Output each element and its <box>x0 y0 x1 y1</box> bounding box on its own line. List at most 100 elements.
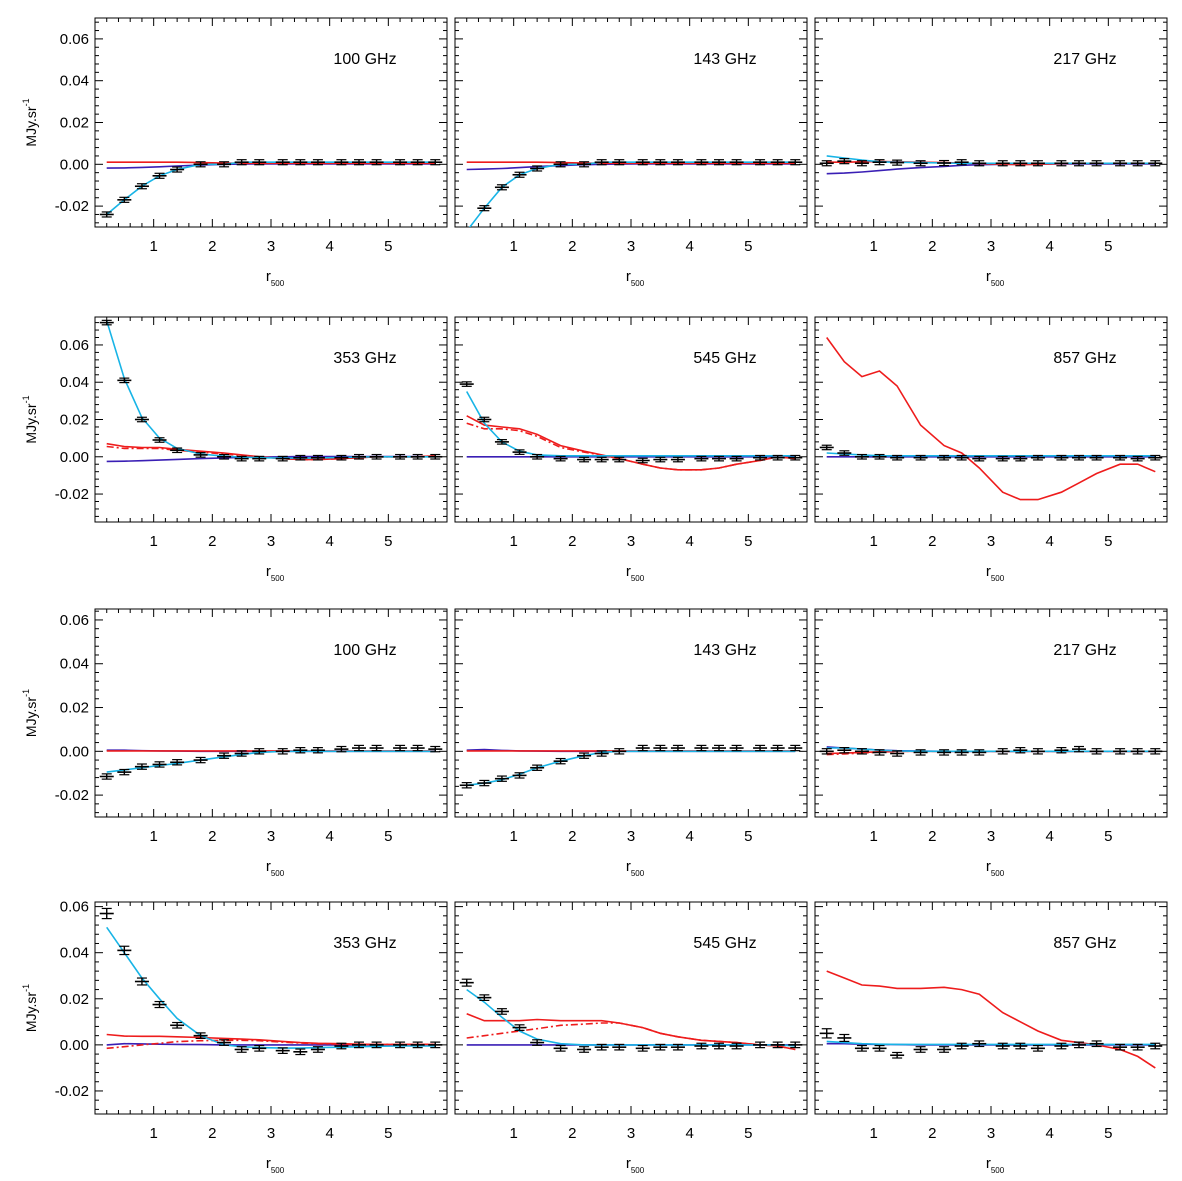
panel-1-x-tick-label: 1 <box>149 238 157 255</box>
panel-6-x-tick-label: 5 <box>1104 533 1112 550</box>
panel-6-x-tick-label: 3 <box>987 533 995 550</box>
panel-7-y-tick-label: 0.02 <box>60 700 89 717</box>
panel-4-x-tick-label: 2 <box>208 533 216 550</box>
panel-6-series-red <box>826 337 1156 501</box>
panel-1-plot-area <box>99 159 443 218</box>
panel-10-x-axis-label: r500 <box>266 1155 285 1175</box>
panel-11-series-total <box>466 988 796 1047</box>
panel-6-frequency-label: 857 GHz <box>1053 350 1116 367</box>
panel-10-x-axis-label-sub: 500 <box>271 1166 285 1175</box>
panel-1-y-tick-label: 0.02 <box>60 115 89 132</box>
panel-4-y-tick-label: 0.04 <box>60 374 89 391</box>
panel-4-x-tick-label: 4 <box>325 533 333 550</box>
panel-3-x-tick-label: 4 <box>1045 238 1053 255</box>
panel-11-x-tick-label: 1 <box>509 1125 517 1142</box>
panel-7-x-tick-label: 2 <box>208 828 216 845</box>
panel-12: 1 2 3 4 5 r500 857 GHz <box>814 901 1168 1175</box>
panel-4-x-tick-label: 5 <box>384 533 392 550</box>
panel-1-x-axis-label-sub: 500 <box>271 279 285 288</box>
panel-9-x-tick-label: 3 <box>987 828 995 845</box>
panel-6-x-tick-label: 4 <box>1045 533 1053 550</box>
panel-10-x-tick-label: 3 <box>267 1125 275 1142</box>
panel-4-x-tick-label: 1 <box>149 533 157 550</box>
panel-10-y-axis-label-sup: -1 <box>21 984 31 992</box>
panel-7-plot-area <box>99 744 443 780</box>
panel-2-x-axis-label-sub: 500 <box>631 279 645 288</box>
panel-3-plot-area <box>819 155 1163 175</box>
panel-4-y-axis-label: MJy.sr-1 <box>21 395 39 443</box>
panel-7-series-total <box>106 750 436 773</box>
panel-12-x-tick-label: 1 <box>869 1125 877 1142</box>
panel-9-x-tick-label: 2 <box>928 828 936 845</box>
panel-8-series-total <box>466 750 796 787</box>
panel-9: 1 2 3 4 5 r500 217 GHz <box>814 608 1168 878</box>
panel-11-x-tick-label: 2 <box>568 1125 576 1142</box>
panel-3-x-tick-label: 5 <box>1104 238 1112 255</box>
panel-6-x-axis-label: r500 <box>986 563 1005 583</box>
panel-10-y-tick-label: 0.00 <box>60 1037 89 1054</box>
panel-3-frequency-label: 217 GHz <box>1053 51 1116 68</box>
panel-1-y-axis-label-sup: -1 <box>21 98 31 106</box>
panel-7-x-tick-label: 5 <box>384 828 392 845</box>
panel-9-plot-area <box>819 745 1163 757</box>
panel-2-x-tick-label: 3 <box>627 238 635 255</box>
panel-7-x-axis-label: r500 <box>266 858 285 878</box>
panel-12-series-total <box>826 1040 1156 1046</box>
panel-2-x-tick-label: 1 <box>509 238 517 255</box>
panel-6-x-tick-label: 2 <box>928 533 936 550</box>
panel-9-x-tick-label: 4 <box>1045 828 1053 845</box>
panel-4: 1 2 3 4 5 0.06 0.04 0.02 0.00 -0.02 MJy.sr-1 r500 35… <box>21 316 448 583</box>
panel-4-y-tick-label: -0.02 <box>55 486 89 503</box>
panel-8-x-tick-label: 4 <box>685 828 693 845</box>
panel-1-y-axis-label: MJy.sr-1 <box>21 98 39 146</box>
panel-11-x-tick-label: 4 <box>685 1125 693 1142</box>
panel-6-plot-area <box>819 337 1163 501</box>
panel-8: 1 2 3 4 5 r500 143 GHz <box>454 608 808 878</box>
panel-7-y-tick-label: 0.04 <box>60 656 89 673</box>
panel-1-x-tick-label: 5 <box>384 238 392 255</box>
panel-10-x-tick-label: 4 <box>325 1125 333 1142</box>
panel-1-y-tick-label: 0.06 <box>60 31 89 48</box>
panel-2-x-tick-label: 4 <box>685 238 693 255</box>
panel-12-plot-area <box>819 970 1163 1069</box>
panel-8-frequency-label: 143 GHz <box>693 642 756 659</box>
panel-7-frame <box>94 608 448 818</box>
panel-1-y-tick-label: -0.02 <box>55 198 89 215</box>
panel-10-y-tick-label: -0.02 <box>55 1083 89 1100</box>
panel-7-y-tick-label: 0.00 <box>60 743 89 760</box>
panel-5-x-tick-label: 1 <box>509 533 517 550</box>
panel-2-frame <box>454 17 808 228</box>
panel-5-x-tick-label: 3 <box>627 533 635 550</box>
panel-6: 1 2 3 4 5 r500 857 GHz <box>814 316 1168 583</box>
panel-1-frequency-label: 100 GHz <box>333 51 396 68</box>
panel-4-y-tick-label: 0.02 <box>60 412 89 429</box>
panel-10: 1 2 3 4 5 0.06 0.04 0.02 0.00 -0.02 MJy.sr-1 r500 35… <box>21 899 448 1175</box>
panel-1-frame <box>94 17 448 228</box>
panel-12-x-axis-label-sub: 500 <box>991 1166 1005 1175</box>
panel-1-series-total <box>106 161 436 216</box>
panel-10-frequency-label: 353 GHz <box>333 935 396 952</box>
panel-8-x-tick-label: 5 <box>744 828 752 845</box>
panel-11-plot-area <box>459 978 803 1053</box>
panel-2-x-tick-label: 5 <box>744 238 752 255</box>
panel-8-x-tick-label: 3 <box>627 828 635 845</box>
panel-3-frame <box>814 17 1168 228</box>
panel-4-y-tick-label: 0.00 <box>60 449 89 466</box>
panel-7-y-axis-label: MJy.sr-1 <box>21 689 39 737</box>
panel-8-x-axis-label: r500 <box>626 858 645 878</box>
panel-2-x-tick-label: 2 <box>568 238 576 255</box>
panel-11-frequency-label: 545 GHz <box>693 935 756 952</box>
panel-5-series-total <box>466 391 796 457</box>
panel-1-x-tick-label: 4 <box>325 238 333 255</box>
panel-5-x-axis-label-sub: 500 <box>631 574 645 583</box>
panel-5-x-tick-label: 4 <box>685 533 693 550</box>
panel-8-x-tick-label: 2 <box>568 828 576 845</box>
panel-9-x-tick-label: 5 <box>1104 828 1112 845</box>
panel-11-frame <box>454 901 808 1115</box>
panel-1-x-tick-label: 2 <box>208 238 216 255</box>
panel-10-y-axis-label: MJy.sr-1 <box>21 984 39 1032</box>
panel-4-plot-area <box>99 319 443 463</box>
panel-9-frame <box>814 608 1168 818</box>
panel-10-x-tick-label: 5 <box>384 1125 392 1142</box>
